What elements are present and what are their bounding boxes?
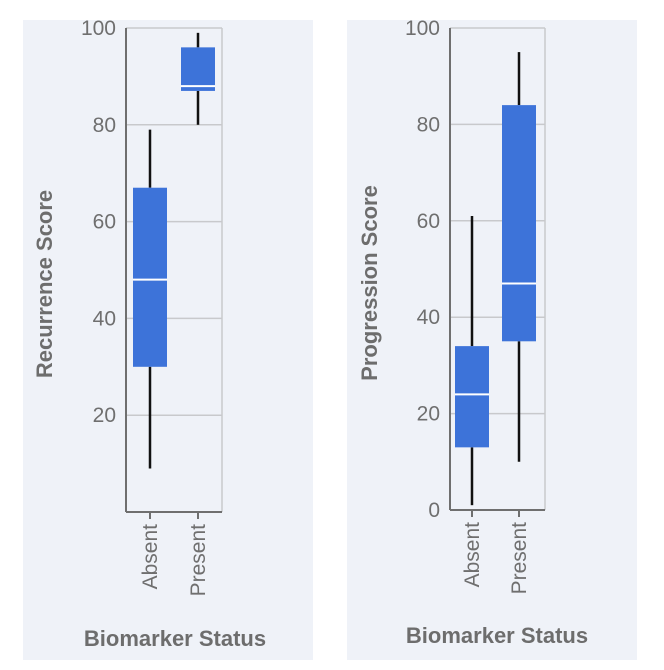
- box-absent: [133, 187, 167, 367]
- x-axis-title: Biomarker Status: [84, 626, 266, 651]
- box-present: [502, 105, 536, 342]
- y-tick-label: 100: [405, 17, 440, 40]
- chart-panel-1: 20 40 60 80 100 Absent Present Recurrence Score…: [23, 17, 313, 660]
- x-tick-label: Present: [508, 522, 531, 595]
- y-tick-label: 80: [417, 113, 440, 136]
- y-tick-label: 60: [417, 210, 440, 233]
- y-axis-title: Progression Score: [357, 185, 382, 381]
- y-axis-title: Recurrence Score: [32, 190, 57, 378]
- y-tick-label: 0: [428, 499, 440, 522]
- y-tick-label: 40: [93, 307, 116, 330]
- x-axis-title: Biomarker Status: [406, 623, 588, 648]
- x-tick-label: Absent: [461, 522, 484, 588]
- x-tick-label: Present: [187, 524, 210, 597]
- y-tick-label: 20: [417, 403, 440, 426]
- box-present: [181, 47, 215, 91]
- x-tick-label: Absent: [139, 524, 162, 590]
- chart-panel-2: 0 20 40 60 80 100 Absent Present Progression Sco…: [347, 17, 637, 660]
- panel-background: [23, 20, 313, 660]
- y-tick-label: 40: [417, 306, 440, 329]
- y-tick-label: 80: [93, 114, 116, 137]
- box-absent: [455, 346, 489, 448]
- y-tick-label: 100: [81, 17, 116, 40]
- y-tick-label: 20: [93, 404, 116, 427]
- y-tick-label: 60: [93, 211, 116, 234]
- panel-background: [347, 20, 637, 660]
